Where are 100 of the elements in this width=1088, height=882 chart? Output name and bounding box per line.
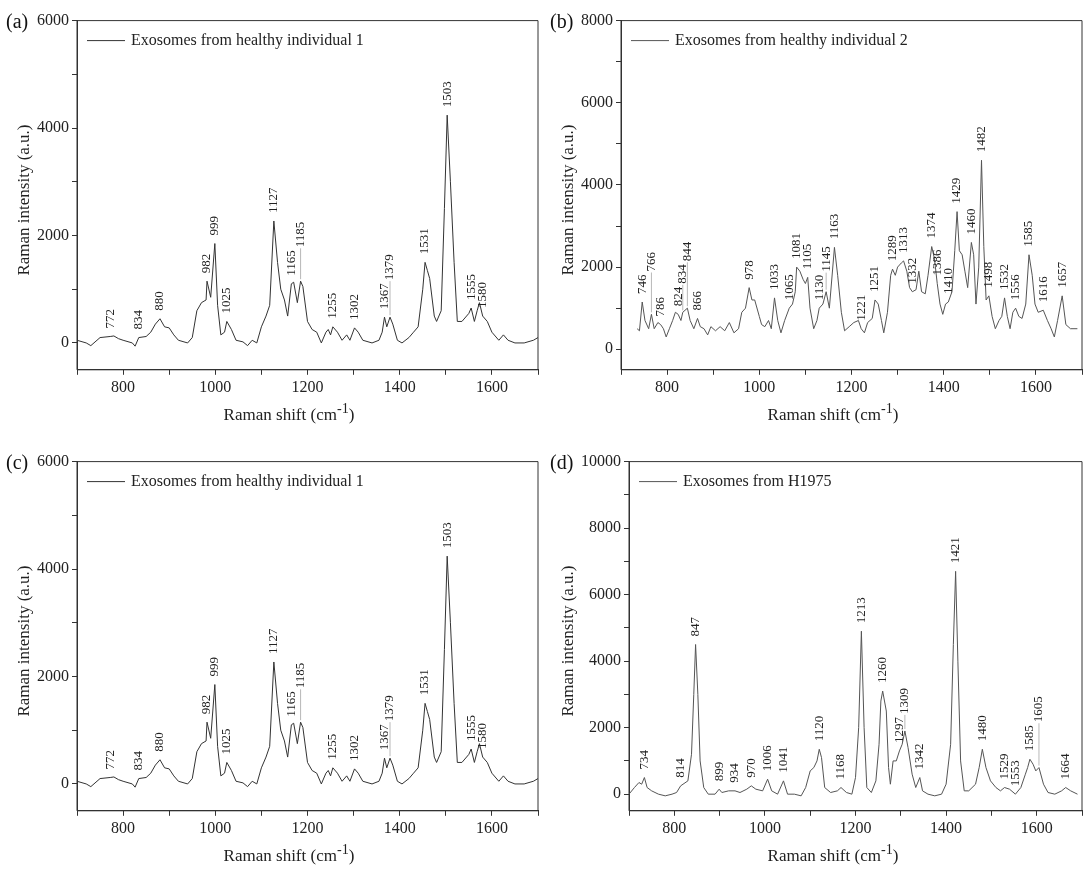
annotation: 880 (151, 291, 167, 311)
annotation: 982 (198, 253, 214, 274)
annotation: 1657 (1053, 261, 1069, 288)
x-axis-title: Raman shift (cm$^{-1}$) (766, 400, 900, 425)
annotation: 1664 (1057, 753, 1073, 780)
y-axis-title: Raman intensity (a.u.) (558, 565, 577, 717)
annotation: 1531 (416, 228, 432, 255)
annotation: 970 (742, 758, 758, 778)
annotation: 847 (687, 616, 703, 637)
annotation: 786 (652, 296, 668, 317)
y-tick-label: 6000 (581, 92, 613, 110)
annotation: 1065 (780, 274, 796, 301)
annotation: 1025 (218, 728, 234, 755)
x-tick-label: 1600 (1019, 377, 1052, 395)
annotation: 1025 (218, 287, 234, 314)
x-tick-label: 1000 (199, 818, 232, 836)
y-tick-label: 8000 (581, 10, 613, 28)
y-tick-label: 0 (61, 333, 69, 351)
y-tick-label: 4000 (37, 118, 69, 136)
annotation: 1006 (759, 744, 775, 772)
annotation: 1386 (928, 249, 944, 276)
x-tick-label: 800 (111, 377, 136, 395)
chart-title: (b) (550, 10, 574, 33)
annotation: 978 (740, 260, 756, 280)
y-tick-label: 0 (605, 339, 613, 357)
y-tick-label: 8000 (589, 518, 621, 536)
annotation: 899 (710, 761, 726, 782)
x-tick-label: 1200 (839, 818, 872, 836)
annotation: 772 (101, 749, 117, 770)
annotation: 880 (151, 732, 167, 752)
annotation: 1367 (375, 723, 391, 751)
annotation: 814 (672, 757, 688, 778)
y-tick-label: 2000 (581, 257, 613, 275)
y-tick-label: 6000 (37, 10, 69, 28)
x-tick-label: 1600 (475, 818, 508, 836)
annotation: 1480 (973, 715, 989, 742)
annotation: 1482 (972, 126, 988, 153)
y-axis-title: Raman intensity (a.u.) (558, 124, 577, 276)
annotation: 1165 (282, 691, 298, 717)
x-tick-label: 1400 (383, 818, 416, 836)
annotation: 1120 (810, 715, 826, 742)
y-tick-label: 2000 (37, 666, 69, 684)
chart-title: (d) (550, 451, 574, 474)
y-tick-label: 2000 (37, 225, 69, 243)
annotation: 1585 (1021, 725, 1037, 752)
annotation: 1421 (947, 537, 963, 564)
annotation: 772 (101, 308, 117, 329)
legend-label: Exosomes from healthy individual 1 (131, 471, 364, 490)
annotation: 866 (688, 290, 704, 311)
annotation: 1165 (282, 250, 298, 276)
legend-label: Exosomes from H1975 (683, 471, 832, 489)
annotation: 1585 (1020, 220, 1036, 247)
x-tick-label: 800 (662, 818, 687, 836)
y-axis-title: Raman intensity (a.u.) (14, 124, 33, 276)
annotation: 1168 (832, 753, 848, 780)
annotation: 1127 (265, 186, 281, 213)
annotation: 982 (198, 694, 214, 715)
x-tick-label: 1200 (835, 377, 868, 395)
y-tick-label: 6000 (37, 451, 69, 469)
annotation: 1255 (324, 733, 340, 760)
x-tick-label: 800 (655, 377, 680, 395)
annotation: 1302 (345, 734, 361, 761)
x-tick-label: 1600 (1020, 818, 1053, 836)
x-tick-label: 1400 (927, 377, 960, 395)
annotation: 1260 (874, 657, 890, 684)
annotation: 999 (206, 216, 222, 236)
y-tick-label: 4000 (581, 175, 613, 193)
x-axis-title: Raman shift (cm$^{-1}$) (222, 841, 356, 866)
x-tick-label: 1200 (291, 818, 324, 836)
y-tick-label: 6000 (589, 584, 621, 602)
annotation: 1302 (345, 293, 361, 320)
annotation: 1498 (980, 261, 996, 288)
annotation: 1367 (375, 282, 391, 310)
annotation: 1460 (962, 208, 978, 235)
annotation: 1309 (896, 687, 912, 714)
annotation: 1033 (765, 263, 781, 290)
annotation: 1429 (948, 177, 964, 204)
annotation: 1185 (292, 662, 308, 689)
annotation: 1379 (381, 254, 397, 281)
annotation: 1605 (1030, 696, 1046, 723)
x-tick-label: 1200 (291, 377, 324, 395)
annotation: 1297 (890, 716, 906, 743)
annotation: 1127 (265, 627, 281, 654)
y-tick-label: 4000 (37, 559, 69, 577)
annotation: 766 (642, 251, 658, 272)
annotation: 1503 (438, 81, 454, 108)
annotation: 1255 (324, 292, 340, 319)
annotation: 824 (669, 286, 685, 307)
annotation: 999 (206, 657, 222, 677)
annotation: 1503 (438, 522, 454, 549)
annotation: 1213 (852, 597, 868, 624)
y-tick-label: 0 (613, 784, 621, 802)
annotation: 1529 (995, 753, 1011, 780)
annotation: 1041 (774, 746, 790, 773)
y-tick-label: 10000 (581, 451, 621, 469)
annotation: 1332 (903, 257, 919, 284)
x-tick-label: 800 (111, 818, 136, 836)
legend-label: Exosomes from healthy individual 2 (675, 30, 908, 49)
y-tick-label: 0 (61, 774, 69, 792)
y-axis-title: Raman intensity (a.u.) (14, 565, 33, 717)
